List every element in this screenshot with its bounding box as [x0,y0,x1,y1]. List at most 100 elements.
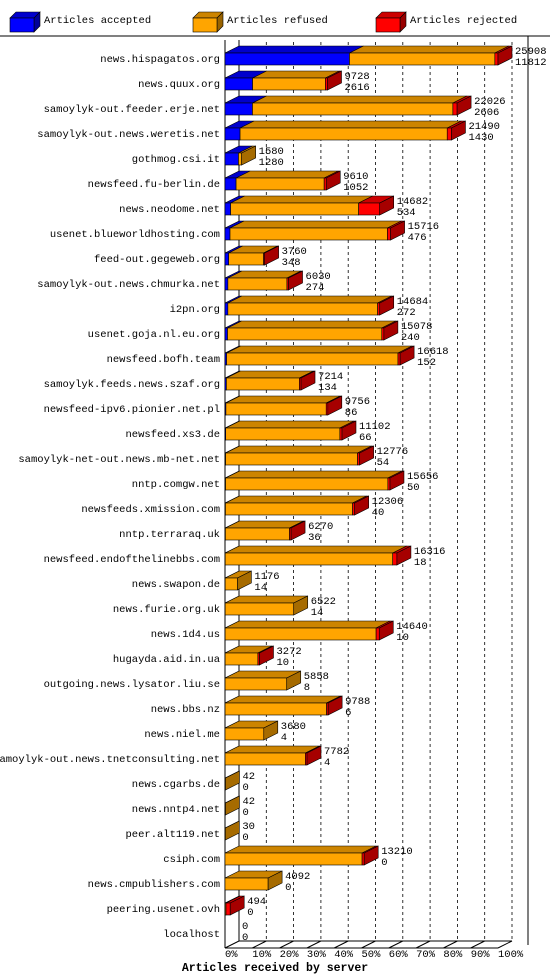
bar-segment [387,477,391,491]
value-label-accepted: 8 [304,682,310,694]
bar-top [239,120,462,129]
bar-segment [224,77,253,91]
bar-side [290,520,306,541]
value-label-total: 21490 [468,121,500,133]
x-axis-title: Articles received by server [182,962,368,975]
bar-segment [225,502,353,516]
y-tick-label: news.niel.me [144,729,220,741]
y-tick-label: usenet.blueworldhosting.com [50,229,220,241]
bar-top [225,470,402,479]
bar-segment [227,302,378,316]
bar-segment [224,652,259,666]
bar-segment [381,327,385,341]
value-label-total: 15716 [408,221,440,233]
bar-top [227,295,392,304]
bar-segment [238,152,242,166]
value-label-total: 6522 [311,596,336,608]
value-label-accepted: 14 [311,607,324,619]
bar-segment [229,227,388,241]
bar-segment [225,402,327,416]
bar-segment [387,227,391,241]
value-label-accepted: 1430 [468,132,493,144]
value-label-total: 1176 [254,571,279,583]
value-label-total: 9610 [343,171,368,183]
bar-side [241,145,256,166]
y-tick-label: newsfeed.fu-berlin.de [88,179,220,191]
bar-side [359,445,374,466]
bar-side [497,45,513,66]
legend-label: Articles rejected [410,15,517,27]
bar-side [390,220,405,241]
value-label-total: 4092 [285,871,310,883]
y-tick-label: samoylyk-out.news.chmurka.net [37,279,220,291]
value-label-total: 16618 [417,346,449,358]
bar-side [327,70,342,91]
value-label-total: 12306 [372,496,404,508]
y-tick-label: news.bbs.nz [151,704,220,716]
x-tick-label: 80% [443,949,463,961]
y-tick-label: gothmog.csi.it [132,154,220,166]
x-tick-label: 20% [280,949,300,961]
y-tick-label: news.neodome.net [119,204,220,216]
y-tick-label: feed-out.gegeweb.org [94,254,220,266]
legend-label: Articles accepted [44,15,151,27]
bar-segment [361,852,365,866]
value-label-total: 16316 [414,546,446,558]
bar-side [379,195,395,216]
bar-segment [225,477,389,491]
bar-side [229,895,245,916]
value-label-total: 30 [242,821,255,833]
x-tick [415,940,431,949]
bar-segment [224,577,238,591]
value-label-accepted: 0 [242,832,248,844]
bar-segment [224,327,228,341]
legend-swatch [375,17,401,33]
bar-side [363,845,379,866]
y-tick-label: localhost [163,929,220,941]
value-label-total: 15656 [407,471,439,483]
bar-side [378,620,394,641]
bar-top [225,445,372,454]
y-tick-label: newsfeed-ipv6.pionier.net.pl [44,404,220,416]
bar-side [306,745,322,766]
y-tick-label: news.quux.org [138,79,220,91]
y-tick-label: samoylyk-out.feeder.erje.net [44,104,220,116]
y-tick-label: usenet.goja.nl.eu.org [88,329,220,341]
bar-segment [224,227,231,241]
x-tick-label: 100% [498,949,524,961]
value-label-accepted: 534 [397,207,416,219]
bar-side [341,420,357,441]
bar-top [224,45,364,54]
y-tick-label: news.furie.org.uk [113,604,220,616]
bar-segment [397,352,401,366]
bar-segment [252,77,326,91]
y-tick-label: news.1d4.us [151,629,220,641]
y-tick-label: news.cmpublishers.com [88,879,220,891]
x-tick-label: 60% [389,949,409,961]
bar-segment [230,202,359,216]
bar-top [230,195,373,204]
x-tick [252,940,267,949]
bar-segment [225,902,231,916]
value-label-total: 12776 [377,446,409,458]
value-label-accepted: 2616 [345,82,370,94]
y-tick-label: samoylyk-out.news.weretis.net [37,129,220,141]
bar-segment [224,702,327,716]
bar-segment [358,202,381,216]
value-label-accepted: 0 [285,882,291,894]
x-tick [497,940,513,949]
bar-segment [224,52,350,66]
bar-side [379,295,395,316]
value-label-accepted: 10 [396,632,409,644]
y-tick-label: csiph.com [163,854,220,866]
value-label-total: 11102 [359,421,391,433]
bar-segment [225,427,341,441]
bar-side [293,595,309,616]
bar-top [252,70,340,79]
y-tick-label: samoylyk-net-out.news.mb-net.net [18,454,220,466]
y-tick-label: nntp.terraraq.uk [119,529,220,541]
value-label-total: 22026 [474,96,506,108]
x-tick [279,940,294,949]
bar-top [224,745,320,754]
value-label-accepted: 14 [254,582,267,594]
